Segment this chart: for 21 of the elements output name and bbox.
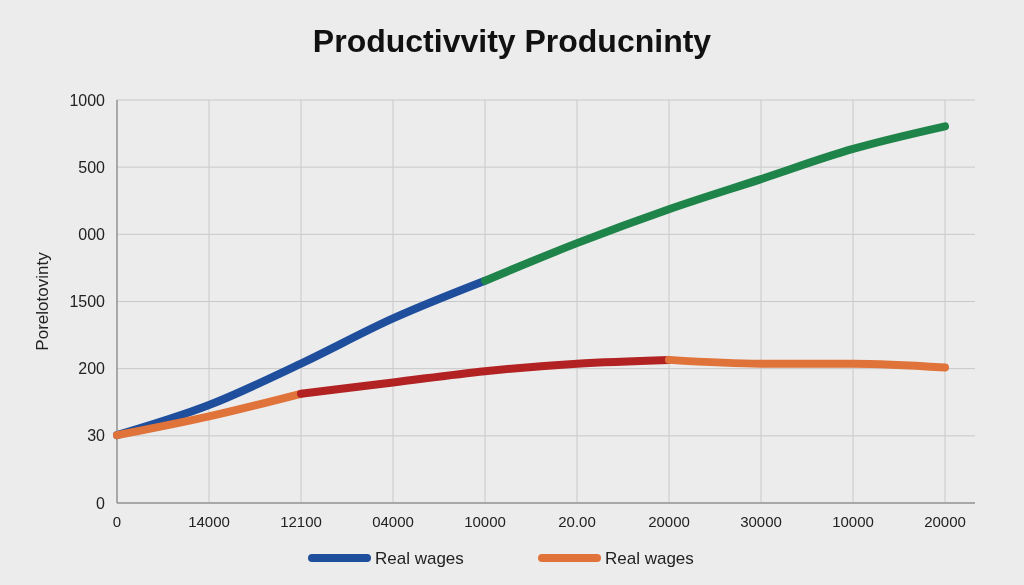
text: 1000 [69,91,106,109]
x-tick-label: 30000 [740,513,782,530]
legend-label: Real wages [605,548,694,568]
x-tick-label: 12100 [280,513,322,530]
text: 000 [78,225,106,243]
text: 0 [96,494,106,512]
chart-title: Productivvity Producninty [312,23,712,59]
legend-label: Real wages [375,548,464,568]
x-tick-label: 20.00 [558,513,596,530]
x-tick-label: 0 [112,513,122,530]
x-tick-label: 10000 [464,513,506,530]
y-axis-title: Porelotovinty [33,251,52,351]
x-tick-label: 10000 [832,513,874,530]
x-tick-label: 04000 [372,513,414,530]
x-tick-label: 20000 [924,513,966,530]
text: 500 [78,158,106,176]
x-tick-label: 20000 [648,513,690,530]
text: 30 [87,427,106,445]
text: 200 [78,360,106,378]
x-tick-label: 14000 [188,513,230,530]
text: 1500 [69,293,106,311]
